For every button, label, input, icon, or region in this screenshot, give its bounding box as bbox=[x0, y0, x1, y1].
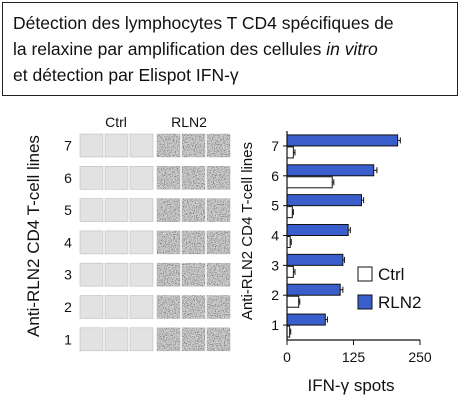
elispot-well-spots bbox=[207, 327, 230, 351]
elispot-well-spots bbox=[207, 198, 230, 222]
legend-swatch-rln2 bbox=[357, 294, 373, 310]
elispot-well-spots bbox=[157, 327, 180, 351]
elispot-well-ctrl bbox=[79, 166, 104, 190]
chart-axes: 1 2 3 4 5 6 7 0 125 250 bbox=[271, 131, 432, 365]
y-tick-label: 6 bbox=[271, 168, 279, 184]
elispot-row-label: 7 bbox=[64, 138, 72, 154]
elispot-well-spots bbox=[182, 198, 205, 222]
elispot-well-ctrl bbox=[104, 198, 129, 222]
elispot-well-ctrl bbox=[79, 230, 104, 255]
chart-ylabel: Anti-RLN2 CD4 T-cell lines bbox=[239, 142, 256, 320]
elispot-wells: 7 6 5 4 3 2 1 bbox=[64, 133, 231, 352]
title-line-3: et détection par Elispot IFN-γ bbox=[13, 65, 239, 85]
x-tick-label: 0 bbox=[283, 349, 291, 365]
bar-ctrl bbox=[286, 295, 300, 308]
elispot-well-spots bbox=[182, 263, 205, 287]
y-tick-label: 1 bbox=[271, 317, 279, 333]
elispot-well-ctrl bbox=[104, 166, 129, 190]
elispot-well-spots bbox=[207, 166, 230, 190]
elispot-well-ctrl bbox=[129, 327, 154, 352]
elispot-well-ctrl bbox=[129, 295, 154, 319]
elispot-well-ctrl bbox=[104, 230, 129, 255]
elispot-well-spots bbox=[207, 263, 230, 287]
x-tick-label: 125 bbox=[342, 349, 366, 365]
bar-rln2 bbox=[286, 134, 399, 147]
elispot-well-spots bbox=[182, 230, 205, 254]
elispot-well-ctrl bbox=[104, 327, 129, 352]
elispot-well-spots bbox=[157, 263, 180, 287]
title-box: Détection des lymphocytes T CD4 spécifiq… bbox=[2, 2, 458, 96]
elispot-row-label: 5 bbox=[64, 202, 72, 218]
elispot-well-ctrl bbox=[129, 230, 154, 255]
elispot-well-spots bbox=[182, 134, 205, 157]
bar-ctrl bbox=[286, 265, 294, 278]
elispot-group-label-ctrl: Ctrl bbox=[105, 114, 127, 130]
elispot-well-ctrl bbox=[79, 133, 104, 158]
legend-label-ctrl: Ctrl bbox=[378, 265, 404, 284]
elispot-well-spots bbox=[182, 327, 205, 351]
elispot-well-spots bbox=[207, 134, 230, 157]
legend-label-rln2: RLN2 bbox=[378, 293, 421, 312]
elispot-well-ctrl bbox=[104, 262, 129, 287]
elispot-group-label-rln2: RLN2 bbox=[171, 114, 207, 130]
bar-rln2 bbox=[286, 224, 349, 236]
y-tick-label: 3 bbox=[271, 257, 279, 273]
elispot-panel: Anti-RLN2 CD4 T-cell lines Ctrl RLN2 7 6 5… bbox=[24, 114, 231, 352]
elispot-well-ctrl bbox=[104, 295, 129, 319]
title-line-1: Détection des lymphocytes T CD4 spécifiq… bbox=[13, 13, 394, 33]
bar-rln2 bbox=[286, 253, 344, 266]
elispot-well-ctrl bbox=[129, 198, 154, 222]
elispot-well-spots bbox=[207, 230, 230, 254]
elispot-well-ctrl bbox=[104, 133, 129, 158]
bar-rln2 bbox=[286, 164, 375, 177]
elispot-row-label: 1 bbox=[64, 331, 72, 347]
y-tick-label: 4 bbox=[271, 228, 279, 244]
y-tick-label: 5 bbox=[271, 198, 279, 214]
title-line-2: la relaxine par amplification des cellul… bbox=[13, 36, 447, 62]
bar-rln2 bbox=[286, 194, 362, 207]
bar-chart: Anti-RLN2 CD4 T-cell lines IFN-γ spots 1… bbox=[239, 131, 432, 395]
elispot-well-spots bbox=[207, 295, 230, 319]
elispot-row-label: 2 bbox=[64, 299, 72, 315]
elispot-well-spots bbox=[157, 295, 180, 319]
elispot-row-label: 6 bbox=[64, 170, 72, 186]
elispot-well-spots bbox=[182, 295, 205, 319]
elispot-well-ctrl bbox=[79, 198, 104, 222]
elispot-well-spots bbox=[157, 198, 180, 222]
bar-ctrl bbox=[286, 146, 294, 159]
elispot-well-spots bbox=[157, 166, 180, 190]
title-line-2-text: la relaxine par amplification des cellul… bbox=[13, 39, 327, 59]
y-tick-label: 2 bbox=[271, 287, 279, 303]
x-tick-label: 250 bbox=[408, 349, 432, 365]
chart-xlabel: IFN-γ spots bbox=[308, 376, 395, 395]
elispot-well-ctrl bbox=[129, 133, 154, 158]
title-line-2-italic: in vitro bbox=[326, 39, 378, 59]
bar-rln2 bbox=[286, 283, 341, 296]
elispot-well-spots bbox=[157, 134, 180, 157]
elispot-ylabel: Anti-RLN2 CD4 T-cell lines bbox=[24, 135, 43, 337]
elispot-row-label: 3 bbox=[64, 267, 72, 283]
elispot-well-ctrl bbox=[79, 262, 104, 287]
legend-swatch-ctrl bbox=[357, 266, 373, 282]
chart-legend: Ctrl RLN2 bbox=[357, 265, 421, 312]
elispot-well-ctrl bbox=[79, 295, 104, 319]
y-tick-label: 7 bbox=[271, 138, 279, 154]
bar-ctrl bbox=[286, 176, 333, 189]
elispot-well-spots bbox=[182, 166, 205, 190]
bar-ctrl bbox=[286, 206, 293, 219]
elispot-well-ctrl bbox=[129, 262, 154, 287]
elispot-well-spots bbox=[157, 230, 180, 254]
elispot-well-ctrl bbox=[79, 327, 104, 352]
elispot-row-label: 4 bbox=[64, 234, 72, 250]
elispot-well-ctrl bbox=[129, 166, 154, 190]
bar-rln2 bbox=[286, 313, 326, 326]
